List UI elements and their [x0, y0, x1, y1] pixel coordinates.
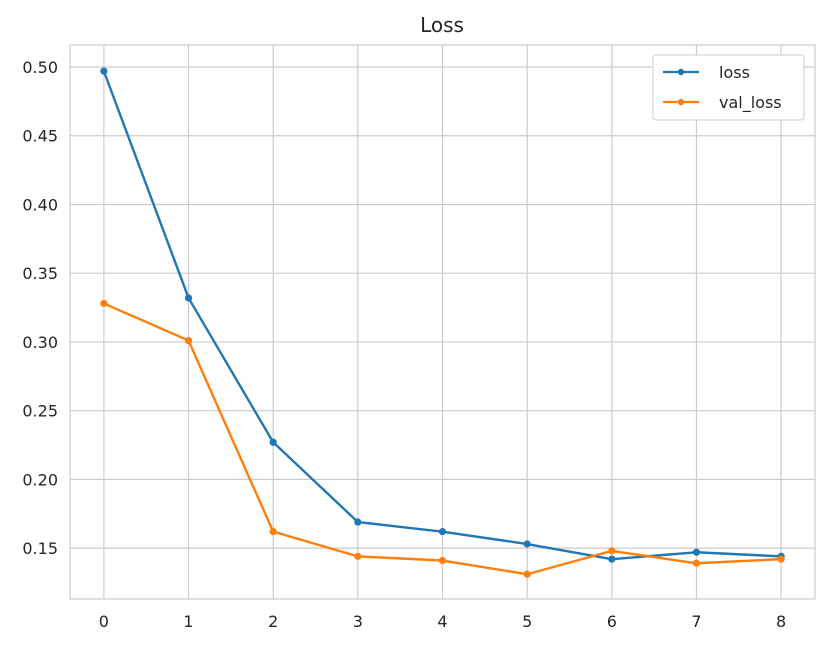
- y-tick-label: 0.30: [22, 333, 58, 352]
- x-axis-ticks: 0 1 2 3 4 5 6 7 8: [99, 612, 786, 631]
- data-point-loss: [100, 67, 108, 75]
- legend-marker-loss: [677, 68, 685, 76]
- y-tick-label: 0.35: [22, 264, 58, 283]
- legend-marker-val-loss: [677, 98, 685, 106]
- y-tick-label: 0.50: [22, 58, 58, 77]
- data-point-val-loss: [523, 570, 531, 578]
- data-point-val-loss: [354, 552, 362, 560]
- x-tick-label: 7: [691, 612, 701, 631]
- y-tick-label: 0.40: [22, 195, 58, 214]
- y-tick-label: 0.45: [22, 127, 58, 146]
- data-point-val-loss: [608, 547, 616, 555]
- data-point-val-loss: [269, 528, 277, 536]
- data-point-val-loss: [692, 559, 701, 567]
- data-point-loss: [608, 555, 616, 563]
- data-point-loss: [354, 518, 362, 526]
- data-point-val-loss: [438, 556, 447, 565]
- x-tick-label: 5: [522, 612, 532, 631]
- x-tick-label: 8: [776, 612, 786, 631]
- y-tick-label: 0.25: [22, 402, 58, 421]
- x-tick-label: 3: [353, 612, 363, 631]
- x-tick-label: 6: [607, 612, 617, 631]
- chart-title: Loss: [420, 13, 464, 37]
- series-lines: [100, 67, 785, 578]
- data-point-val-loss: [184, 336, 193, 345]
- data-point-loss: [269, 438, 277, 446]
- x-tick-label: 2: [268, 612, 278, 631]
- data-point-val-loss: [777, 555, 785, 563]
- legend: loss val_loss: [652, 54, 805, 121]
- x-tick-label: 4: [437, 612, 447, 631]
- plot-area-border: [69, 44, 816, 600]
- legend-label-loss: loss: [719, 63, 750, 82]
- grid: [70, 45, 815, 599]
- legend-label-val-loss: val_loss: [719, 93, 782, 113]
- data-point-loss: [438, 528, 447, 536]
- data-point-loss: [692, 548, 701, 556]
- data-point-loss: [184, 294, 193, 302]
- y-tick-label: 0.15: [22, 539, 58, 558]
- y-tick-label: 0.20: [22, 470, 58, 489]
- data-point-loss: [523, 540, 531, 548]
- x-tick-label: 1: [183, 612, 193, 631]
- x-tick-label: 0: [99, 612, 109, 631]
- data-point-val-loss: [100, 299, 108, 308]
- y-axis-ticks: 0.15 0.20 0.25 0.30 0.35 0.40 0.45 0.50: [22, 58, 58, 558]
